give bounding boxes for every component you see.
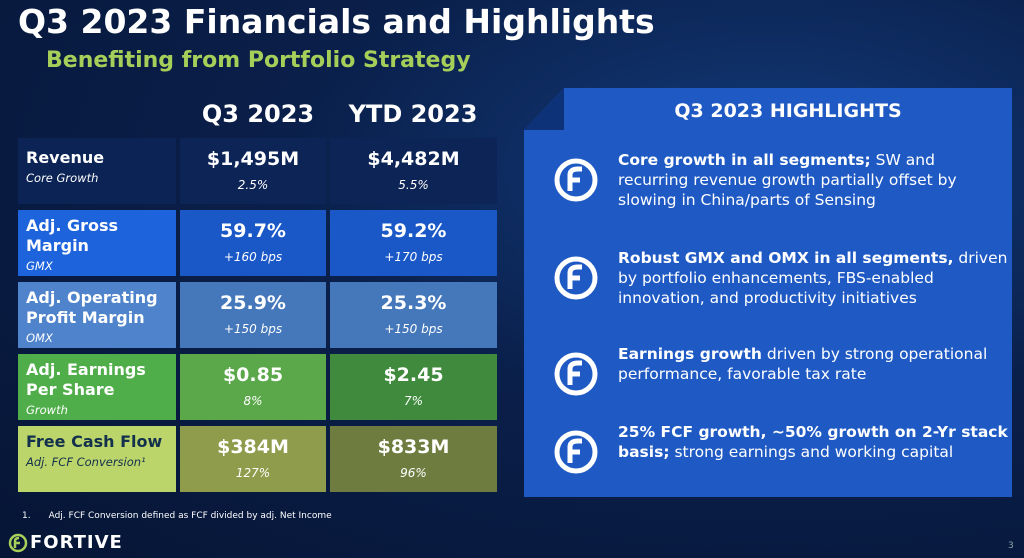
value-cell: 25.3% +150 bps bbox=[330, 282, 497, 348]
row-title: Free Cash Flow bbox=[26, 432, 163, 451]
row-title: Adj. Gross Margin bbox=[26, 216, 119, 255]
value-cell: 59.7% +160 bps bbox=[180, 210, 326, 276]
value-sub: +170 bps bbox=[384, 250, 443, 264]
value: $1,495M bbox=[206, 148, 300, 170]
value-sub: 2.5% bbox=[237, 178, 269, 192]
row-title: Adj. Operating Profit Margin bbox=[26, 288, 158, 327]
row-label: Adj. Earnings Per Share Growth bbox=[18, 354, 176, 420]
highlight-icon bbox=[554, 352, 598, 396]
highlight-text: strong earnings and working capital bbox=[674, 443, 954, 461]
value: 25.9% bbox=[220, 292, 286, 314]
column-header: YTD 2023 bbox=[348, 100, 478, 128]
value: 25.3% bbox=[380, 292, 447, 314]
value: $833M bbox=[377, 436, 450, 458]
logo: FORTIVE bbox=[30, 532, 123, 553]
value-sub: 96% bbox=[400, 466, 427, 480]
footnote-text: Adj. FCF Conversion defined as FCF divid… bbox=[48, 511, 332, 521]
value-cell: $833M 96% bbox=[330, 426, 497, 492]
value: $0.85 bbox=[222, 364, 284, 386]
subtitle: Benefiting from Portfolio Strategy bbox=[46, 48, 471, 73]
footnote: 1. Adj. FCF Conversion defined as FCF div… bbox=[22, 511, 350, 521]
column-header: Q3 2023 bbox=[201, 100, 315, 128]
value-sub: 5.5% bbox=[398, 178, 429, 192]
value-cell: $384M 127% bbox=[180, 426, 326, 492]
highlight-item: Robust GMX and OMX in all segments, driv… bbox=[618, 248, 1008, 308]
value-cell: $4,482M 5.5% bbox=[330, 138, 497, 204]
value: $4,482M bbox=[367, 148, 460, 170]
value-cell: 25.9% +150 bps bbox=[180, 282, 326, 348]
highlight-text: driven by strong operational performance… bbox=[618, 345, 988, 383]
highlight-bold: Robust GMX and OMX in all segments, bbox=[618, 249, 954, 267]
highlights-title: Q3 2023 HIGHLIGHTS bbox=[674, 100, 902, 122]
row-label: Adj. Operating Profit Margin OMX bbox=[18, 282, 176, 348]
value-sub: 127% bbox=[235, 466, 271, 480]
highlight-text: driven by portfolio enhancements, FBS-en… bbox=[618, 249, 1008, 307]
row-title: Revenue bbox=[26, 148, 105, 167]
highlight-text: SW and recurring revenue growth partiall… bbox=[618, 151, 957, 209]
row-title: Adj. Earnings Per Share bbox=[26, 360, 146, 399]
value: $2.45 bbox=[383, 364, 444, 386]
highlight-item: Earnings growth driven by strong operati… bbox=[618, 344, 1008, 384]
row-sublabel: Growth bbox=[26, 403, 68, 417]
highlight-bold: 25% FCF growth, ~50% growth on 2-Yr stac… bbox=[618, 423, 1008, 461]
row-label: Free Cash Flow Adj. FCF Conversion¹ bbox=[18, 426, 176, 492]
page-number: 3 bbox=[1008, 541, 1014, 551]
value-cell: $0.85 8% bbox=[180, 354, 326, 420]
highlights-panel bbox=[524, 88, 1012, 497]
row-sublabel: Adj. FCF Conversion¹ bbox=[26, 455, 146, 469]
highlight-icon bbox=[554, 256, 598, 300]
highlight-bold: Core growth in all segments; bbox=[618, 151, 871, 169]
row-label: Revenue Core Growth bbox=[18, 138, 176, 204]
value: 59.2% bbox=[380, 220, 447, 242]
row-sublabel: OMX bbox=[26, 331, 53, 345]
row-sublabel: GMX bbox=[26, 259, 53, 273]
highlight-icon bbox=[554, 158, 598, 202]
footnote-number: 1. bbox=[22, 511, 31, 521]
highlight-bold: Earnings growth bbox=[618, 345, 762, 363]
value-sub: 7% bbox=[403, 394, 424, 408]
title: Q3 2023 Financials and Highlights bbox=[18, 2, 655, 41]
highlight-item: Core growth in all segments; SW and recu… bbox=[618, 150, 1008, 210]
value-cell: $1,495M 2.5% bbox=[180, 138, 326, 204]
value-cell: $2.45 7% bbox=[330, 354, 497, 420]
value-sub: +150 bps bbox=[223, 322, 283, 336]
value-sub: +160 bps bbox=[223, 250, 283, 264]
highlight-item: 25% FCF growth, ~50% growth on 2-Yr stac… bbox=[618, 422, 1008, 462]
value-sub: 8% bbox=[243, 394, 263, 408]
row-label: Adj. Gross Margin GMX bbox=[18, 210, 176, 276]
value: 59.7% bbox=[220, 220, 286, 242]
value-cell: 59.2% +170 bps bbox=[330, 210, 497, 276]
logo-icon bbox=[8, 533, 28, 553]
value-sub: +150 bps bbox=[384, 322, 443, 336]
value: $384M bbox=[217, 436, 289, 458]
highlight-icon bbox=[554, 430, 598, 474]
row-sublabel: Core Growth bbox=[26, 171, 99, 185]
